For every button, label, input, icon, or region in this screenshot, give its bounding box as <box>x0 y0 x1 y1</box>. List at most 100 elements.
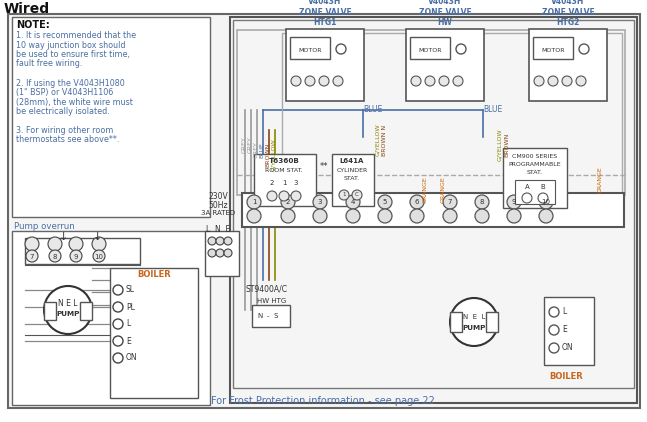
Text: 10 way junction box should: 10 way junction box should <box>16 41 126 49</box>
Text: 2: 2 <box>286 199 291 205</box>
Text: BROWN N: BROWN N <box>382 124 388 156</box>
Text: (28mm), the white wire must: (28mm), the white wire must <box>16 97 133 106</box>
Text: E: E <box>126 336 131 346</box>
Bar <box>12 17 210 217</box>
Circle shape <box>549 325 559 335</box>
Circle shape <box>313 209 327 223</box>
Bar <box>44 302 56 320</box>
Text: Wired: Wired <box>4 2 50 16</box>
Circle shape <box>291 191 301 201</box>
Text: 10: 10 <box>94 254 104 260</box>
Text: 230V: 230V <box>208 192 228 201</box>
Bar <box>515 180 555 204</box>
Text: 8: 8 <box>53 254 57 260</box>
Text: BLUE: BLUE <box>483 105 502 114</box>
Circle shape <box>539 195 553 209</box>
Text: GREY: GREY <box>254 141 259 158</box>
Circle shape <box>439 76 449 86</box>
Circle shape <box>208 237 216 245</box>
Circle shape <box>305 76 315 86</box>
Circle shape <box>208 249 216 257</box>
Circle shape <box>443 209 457 223</box>
Text: NOTE:: NOTE: <box>16 20 50 30</box>
Circle shape <box>534 76 544 86</box>
Text: 50Hz: 50Hz <box>208 201 228 210</box>
Text: G/YELLOW: G/YELLOW <box>272 139 276 171</box>
Circle shape <box>522 193 532 203</box>
Text: ON: ON <box>562 344 574 352</box>
Bar <box>25 238 140 264</box>
Text: BLUE: BLUE <box>363 105 382 114</box>
Circle shape <box>25 237 39 251</box>
Circle shape <box>346 209 360 223</box>
Circle shape <box>450 298 498 346</box>
Circle shape <box>425 76 435 86</box>
Bar <box>544 297 594 365</box>
Circle shape <box>113 336 123 346</box>
Circle shape <box>336 44 346 54</box>
Circle shape <box>562 76 572 86</box>
Text: STAT.: STAT. <box>344 176 360 181</box>
Circle shape <box>267 191 277 201</box>
Text: V4043H
ZONE VALVE
HW: V4043H ZONE VALVE HW <box>419 0 472 27</box>
Circle shape <box>549 343 559 353</box>
Text: CYLINDER: CYLINDER <box>336 168 367 173</box>
Text: 3A RATED: 3A RATED <box>201 210 235 216</box>
Bar <box>450 312 462 332</box>
Text: HW HTG: HW HTG <box>257 298 286 304</box>
Bar <box>252 305 290 327</box>
Text: SL: SL <box>126 286 135 295</box>
Circle shape <box>281 195 295 209</box>
Text: 4: 4 <box>351 199 355 205</box>
Text: fault free wiring.: fault free wiring. <box>16 60 82 68</box>
Bar <box>80 302 92 320</box>
Text: N  E  L: N E L <box>463 314 485 320</box>
Circle shape <box>319 76 329 86</box>
Circle shape <box>475 209 489 223</box>
Text: 2. If using the V4043H1080: 2. If using the V4043H1080 <box>16 78 125 87</box>
Text: 7: 7 <box>448 199 452 205</box>
Bar <box>290 37 330 59</box>
Circle shape <box>247 209 261 223</box>
Text: L641A: L641A <box>340 158 364 164</box>
Text: BOILER: BOILER <box>549 372 583 381</box>
Text: 1. It is recommended that the: 1. It is recommended that the <box>16 31 136 40</box>
Text: 10: 10 <box>542 199 551 205</box>
Circle shape <box>93 250 105 262</box>
Bar <box>12 231 210 405</box>
Bar <box>233 20 634 388</box>
Text: ↓: ↓ <box>93 232 102 242</box>
Bar <box>410 37 450 59</box>
Text: A: A <box>525 184 529 190</box>
Bar <box>242 193 624 227</box>
Bar <box>282 33 622 193</box>
Circle shape <box>26 250 38 262</box>
Text: PL: PL <box>126 303 135 311</box>
Bar <box>503 148 567 208</box>
Circle shape <box>538 193 548 203</box>
Text: 7: 7 <box>30 254 34 260</box>
Text: 3. For wiring other room: 3. For wiring other room <box>16 126 113 135</box>
Text: G/YELLOW: G/YELLOW <box>498 129 503 161</box>
Text: 2: 2 <box>270 180 274 186</box>
Circle shape <box>281 209 295 223</box>
Circle shape <box>411 76 421 86</box>
Text: 6: 6 <box>415 199 419 205</box>
Text: GREY: GREY <box>241 137 247 154</box>
Text: L  N  E: L N E <box>206 225 230 234</box>
Bar <box>529 29 607 101</box>
Circle shape <box>410 195 424 209</box>
Circle shape <box>113 353 123 363</box>
Text: N E L: N E L <box>58 300 78 308</box>
Circle shape <box>49 250 61 262</box>
Bar <box>205 231 239 276</box>
Circle shape <box>224 237 232 245</box>
Text: 5: 5 <box>383 199 387 205</box>
Text: BROWN: BROWN <box>265 143 270 167</box>
Circle shape <box>443 195 457 209</box>
Circle shape <box>113 302 123 312</box>
Circle shape <box>378 209 392 223</box>
Text: ORANGE: ORANGE <box>422 177 428 203</box>
Text: E: E <box>562 325 567 335</box>
Text: PUMP: PUMP <box>463 325 486 331</box>
